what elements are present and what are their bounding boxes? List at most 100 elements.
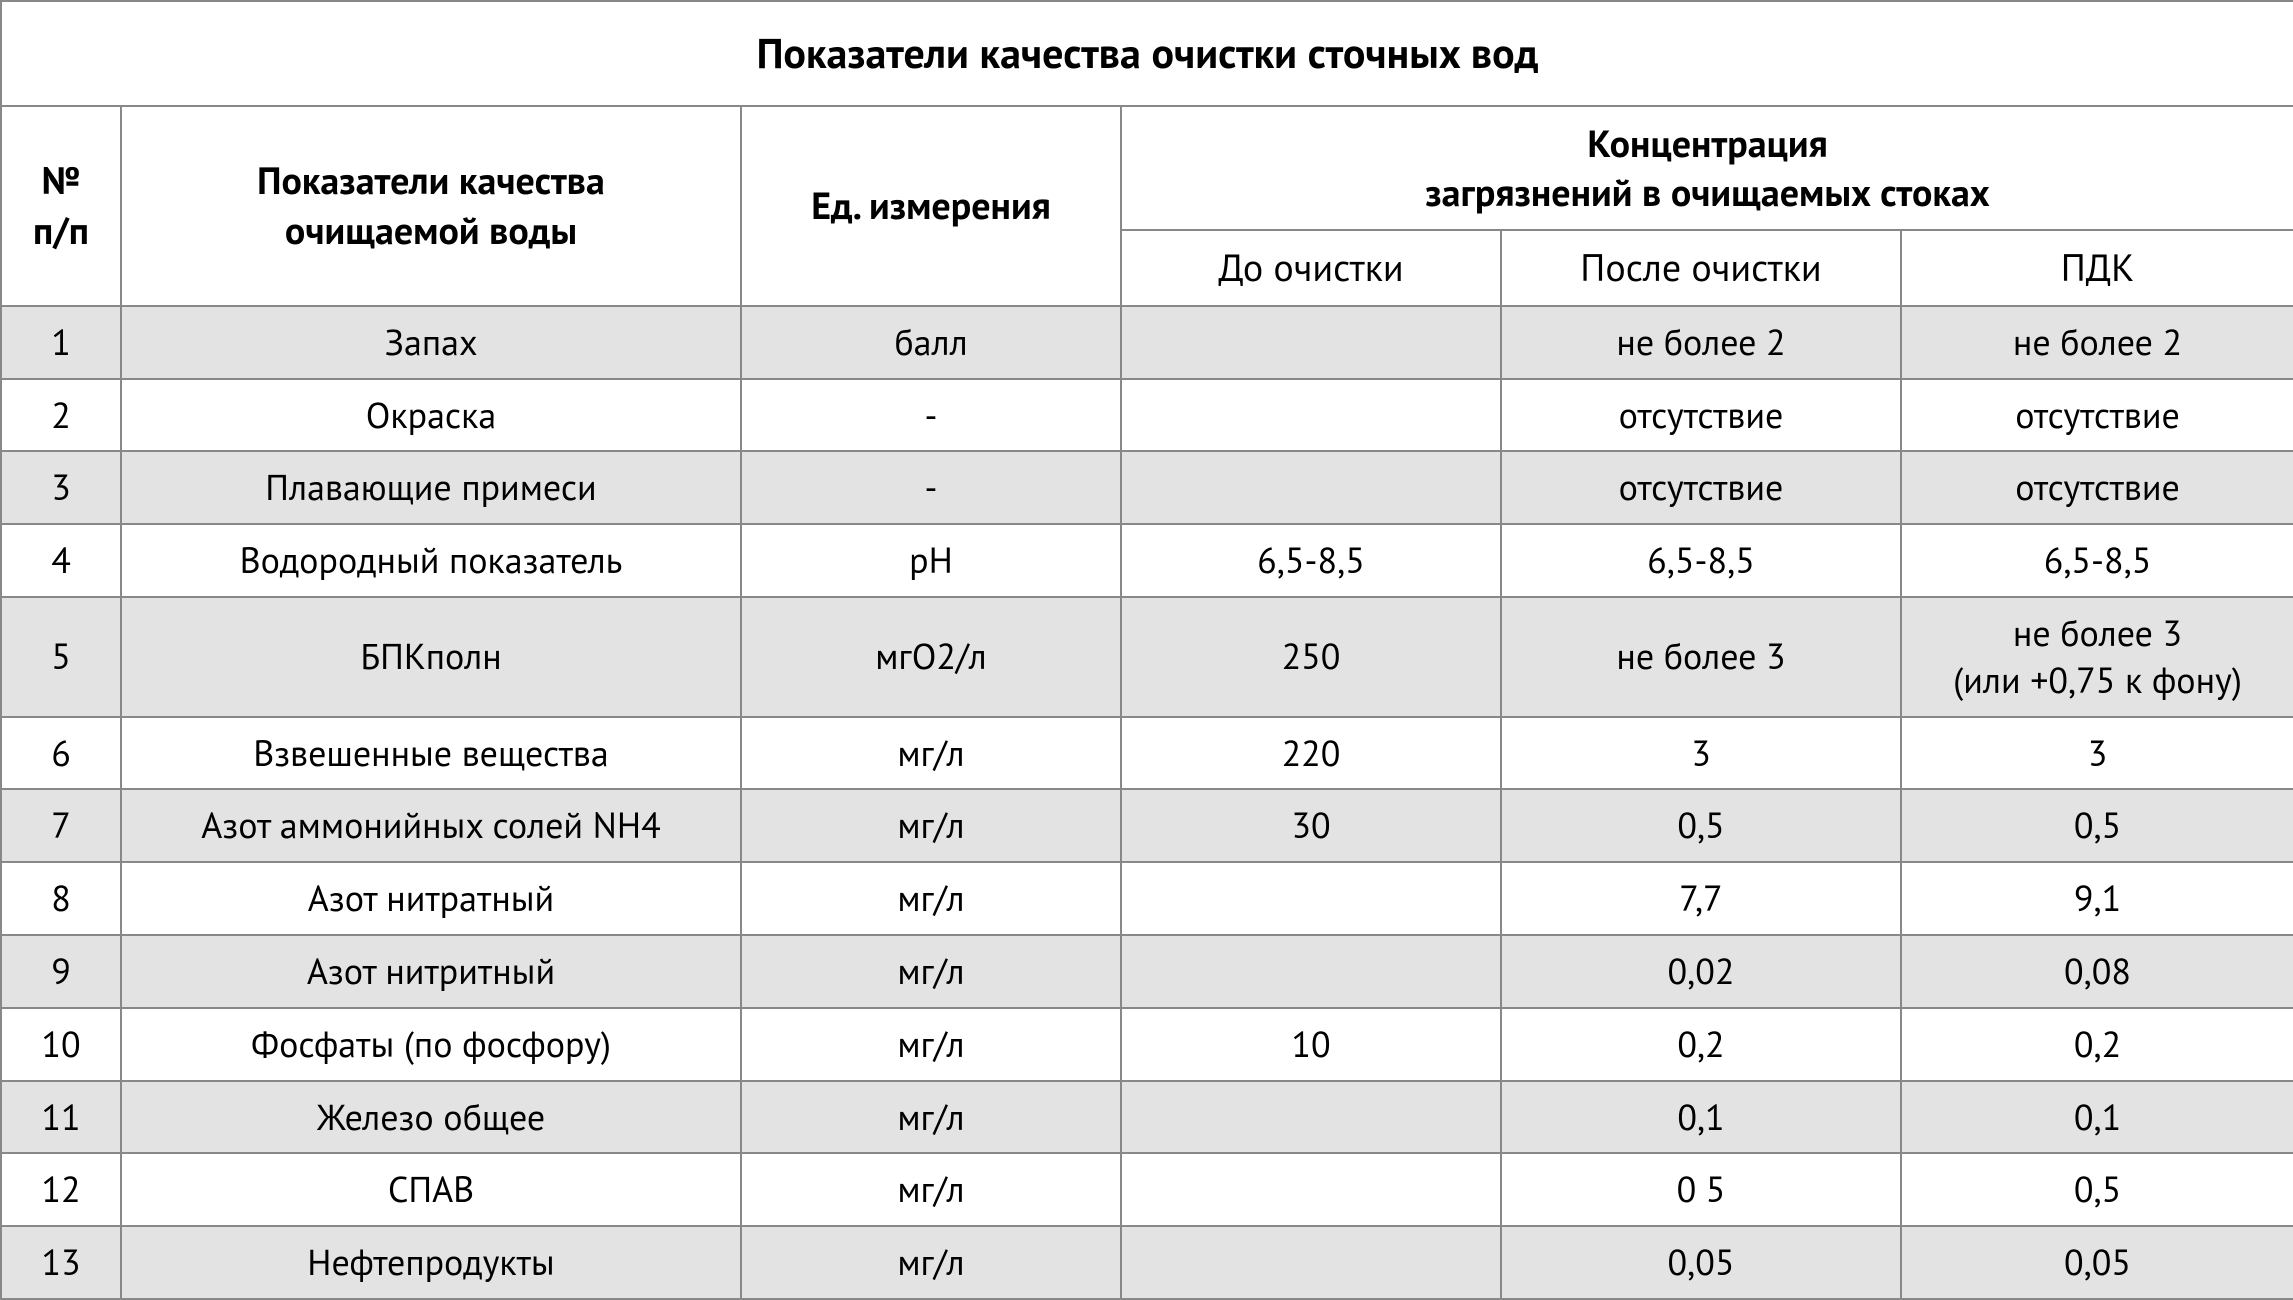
cell-name: Фосфаты (по фосфору): [121, 1008, 741, 1081]
table-row: 2Окраска- отсутствиеотсутствие: [1, 379, 2293, 452]
cell-pdk: не более 2: [1901, 306, 2293, 379]
cell-before: [1121, 862, 1501, 935]
cell-after: не более 3: [1501, 597, 1901, 717]
cell-num: 6: [1, 717, 121, 790]
cell-before: [1121, 1153, 1501, 1226]
cell-num: 4: [1, 524, 121, 597]
table-title: Показатели качества очистки сточных вод: [1, 1, 2293, 106]
cell-name: СПАВ: [121, 1153, 741, 1226]
cell-after: 0,05: [1501, 1226, 1901, 1299]
cell-before: 250: [1121, 597, 1501, 717]
cell-before: [1121, 306, 1501, 379]
cell-pdk: 0,05: [1901, 1226, 2293, 1299]
cell-unit: мг/л: [741, 862, 1121, 935]
cell-name: Запах: [121, 306, 741, 379]
cell-unit: мг/л: [741, 1081, 1121, 1154]
table-row: 12СПАВмг/л 0 50,5: [1, 1153, 2293, 1226]
cell-unit: мг/л: [741, 1008, 1121, 1081]
col-header-before: До очистки: [1121, 230, 1501, 305]
cell-pdk: отсутствие: [1901, 451, 2293, 524]
cell-name: Водородный показатель: [121, 524, 741, 597]
cell-name: Окраска: [121, 379, 741, 452]
cell-before: 220: [1121, 717, 1501, 790]
cell-before: [1121, 451, 1501, 524]
cell-unit: pH: [741, 524, 1121, 597]
cell-pdk: не более 3(или +0,75 к фону): [1901, 597, 2293, 717]
cell-num: 2: [1, 379, 121, 452]
cell-before: [1121, 1226, 1501, 1299]
cell-num: 8: [1, 862, 121, 935]
cell-num: 7: [1, 789, 121, 862]
cell-before: 6,5-8,5: [1121, 524, 1501, 597]
cell-num: 3: [1, 451, 121, 524]
cell-name: Железо общее: [121, 1081, 741, 1154]
table-row: 5БПКполнмгО2/л250не более 3не более 3(ил…: [1, 597, 2293, 717]
cell-pdk: 6,5-8,5: [1901, 524, 2293, 597]
cell-unit: -: [741, 379, 1121, 452]
cell-name: Плавающие примеси: [121, 451, 741, 524]
table-body: 1Запахбаллне более 2не более 22Окраска- о…: [1, 306, 2293, 1299]
table-row: 13Нефтепродуктымг/л 0,050,05: [1, 1226, 2293, 1299]
cell-after: 7,7: [1501, 862, 1901, 935]
cell-num: 11: [1, 1081, 121, 1154]
col-header-name: Показатели качестваочищаемой воды: [121, 106, 741, 306]
cell-unit: мг/л: [741, 935, 1121, 1008]
col-header-num: №п/п: [1, 106, 121, 306]
water-quality-table: Показатели качества очистки сточных вод …: [0, 0, 2293, 1300]
cell-name: БПКполн: [121, 597, 741, 717]
cell-unit: -: [741, 451, 1121, 524]
table-row: 8Азот нитратныймг/л 7,79,1: [1, 862, 2293, 935]
cell-name: Нефтепродукты: [121, 1226, 741, 1299]
cell-before: [1121, 1081, 1501, 1154]
cell-after: отсутствие: [1501, 379, 1901, 452]
cell-pdk: 0,08: [1901, 935, 2293, 1008]
table-row: 7Азот аммонийных солей NH4мг/л300,50,5: [1, 789, 2293, 862]
cell-after: 0,1: [1501, 1081, 1901, 1154]
table-row: 9Азот нитритныймг/л 0,020,08: [1, 935, 2293, 1008]
col-header-after: После очистки: [1501, 230, 1901, 305]
cell-pdk: 0,5: [1901, 789, 2293, 862]
table-row: 1Запахбаллне более 2не более 2: [1, 306, 2293, 379]
cell-unit: мг/л: [741, 1226, 1121, 1299]
cell-pdk: 0,5: [1901, 1153, 2293, 1226]
cell-pdk: 0,2: [1901, 1008, 2293, 1081]
col-header-conc-group: Концентрациязагрязнений в очищаемых сток…: [1121, 106, 2293, 231]
cell-after: 0,5: [1501, 789, 1901, 862]
table-row: 4Водородный показательpH6,5-8,56,5-8,56,…: [1, 524, 2293, 597]
cell-after: 6,5-8,5: [1501, 524, 1901, 597]
table-row: 3Плавающие примеси- отсутствиеотсутствие: [1, 451, 2293, 524]
cell-num: 13: [1, 1226, 121, 1299]
table-row: 11Железо общеемг/л 0,10,1: [1, 1081, 2293, 1154]
cell-name: Азот нитратный: [121, 862, 741, 935]
cell-pdk: 3: [1901, 717, 2293, 790]
cell-after: отсутствие: [1501, 451, 1901, 524]
cell-unit: мг/л: [741, 789, 1121, 862]
cell-before: 10: [1121, 1008, 1501, 1081]
cell-name: Азот аммонийных солей NH4: [121, 789, 741, 862]
cell-pdk: 9,1: [1901, 862, 2293, 935]
cell-pdk: отсутствие: [1901, 379, 2293, 452]
cell-pdk: 0,1: [1901, 1081, 2293, 1154]
cell-unit: мг/л: [741, 1153, 1121, 1226]
cell-num: 9: [1, 935, 121, 1008]
cell-before: [1121, 379, 1501, 452]
cell-num: 12: [1, 1153, 121, 1226]
cell-unit: мгО2/л: [741, 597, 1121, 717]
col-header-pdk: ПДК: [1901, 230, 2293, 305]
table-row: 10Фосфаты (по фосфору)мг/л100,20,2: [1, 1008, 2293, 1081]
cell-unit: мг/л: [741, 717, 1121, 790]
cell-after: 0 5: [1501, 1153, 1901, 1226]
cell-before: [1121, 935, 1501, 1008]
cell-after: 3: [1501, 717, 1901, 790]
cell-name: Азот нитритный: [121, 935, 741, 1008]
cell-num: 10: [1, 1008, 121, 1081]
cell-before: 30: [1121, 789, 1501, 862]
cell-num: 1: [1, 306, 121, 379]
cell-after: 0,2: [1501, 1008, 1901, 1081]
table-row: 6Взвешенные веществамг/л22033: [1, 717, 2293, 790]
cell-after: не более 2: [1501, 306, 1901, 379]
cell-after: 0,02: [1501, 935, 1901, 1008]
cell-num: 5: [1, 597, 121, 717]
col-header-unit: Ед. измерения: [741, 106, 1121, 306]
cell-name: Взвешенные вещества: [121, 717, 741, 790]
